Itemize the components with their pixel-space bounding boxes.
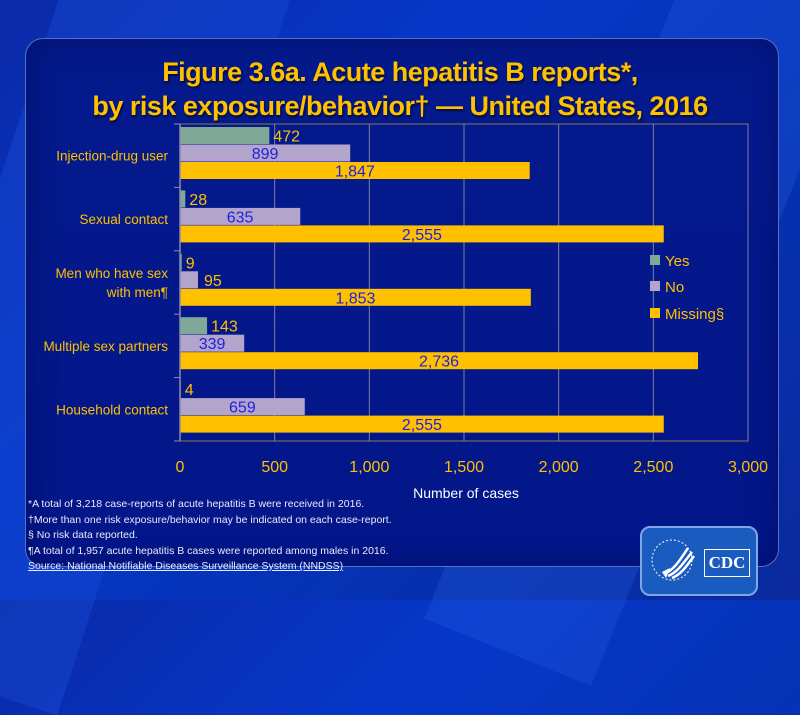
- data-label: 635: [227, 209, 254, 226]
- bar-missing: [180, 415, 664, 433]
- bar-no: [180, 271, 198, 289]
- chart-title-line2: by risk exposure/behavior† — United Stat…: [92, 91, 708, 121]
- bar-missing: [180, 352, 699, 370]
- bar-missing: [180, 225, 664, 243]
- data-label: 4: [185, 382, 194, 399]
- footnote-source: Source: National Notifiable Diseases Sur…: [28, 560, 344, 572]
- legend-swatch-no: [650, 281, 660, 291]
- bar-yes: [180, 253, 182, 271]
- x-tick-label: 0: [176, 459, 185, 476]
- data-label: 899: [252, 146, 279, 163]
- category-label: Household contact: [56, 402, 168, 417]
- bar-no: [180, 398, 305, 416]
- x-tick-label: 1,500: [444, 459, 484, 476]
- chart-title-line1: Figure 3.6a. Acute hepatitis B reports*,: [162, 57, 638, 87]
- bar-yes: [180, 127, 270, 144]
- bar-no: [180, 144, 351, 162]
- legend-label: Yes: [665, 253, 689, 270]
- x-tick-label: 2,500: [633, 459, 673, 476]
- data-label: 659: [229, 400, 256, 417]
- x-tick-label: 3,000: [728, 459, 768, 476]
- footnote: †More than one risk exposure/behavior ma…: [28, 513, 392, 526]
- data-label: 1,847: [335, 164, 375, 181]
- bar-no: [180, 207, 301, 225]
- footnotes: *A total of 3,218 case-reports of acute …: [28, 497, 392, 575]
- bar-yes: [180, 317, 208, 335]
- data-label: 1,853: [335, 290, 375, 307]
- data-label: 339: [199, 336, 226, 353]
- x-tick-label: 500: [261, 459, 288, 476]
- data-label: 2,736: [419, 354, 459, 371]
- bar-missing: [180, 288, 531, 306]
- data-label: 143: [211, 319, 238, 336]
- legend-label: No: [665, 279, 684, 296]
- footnote: § No risk data reported.: [28, 529, 138, 541]
- x-tick-label: 2,000: [539, 459, 579, 476]
- legend-swatch-missing: [650, 308, 660, 318]
- data-label: 95: [204, 273, 222, 290]
- category-label: Multiple sex partners: [43, 339, 168, 354]
- category-label: Injection-drug user: [56, 149, 168, 164]
- category-label: Sexual contact: [79, 212, 168, 227]
- data-label: 28: [189, 192, 207, 209]
- data-label: 2,555: [402, 227, 442, 244]
- footnote: *A total of 3,218 case-reports of acute …: [28, 498, 365, 510]
- bar-missing: [180, 162, 530, 179]
- x-tick-label: 1,000: [349, 459, 389, 476]
- hhs-eagle-icon: [651, 539, 696, 581]
- x-axis-label: Number of cases: [413, 485, 519, 501]
- category-label: with men¶: [106, 285, 168, 300]
- legend-label: Missing§: [665, 306, 724, 323]
- footnote: ¶A total of 1,957 acute hepatitis B case…: [28, 544, 389, 557]
- data-label: 9: [186, 255, 195, 272]
- data-label: 2,555: [402, 417, 442, 434]
- category-label: Men who have sex: [55, 266, 168, 281]
- data-label: 472: [273, 129, 300, 146]
- bar-yes: [180, 190, 186, 208]
- cdc-logo: CDC: [640, 526, 758, 596]
- bar-no: [180, 334, 245, 352]
- cdc-wordmark: CDC: [704, 549, 750, 577]
- legend-swatch-yes: [650, 255, 660, 265]
